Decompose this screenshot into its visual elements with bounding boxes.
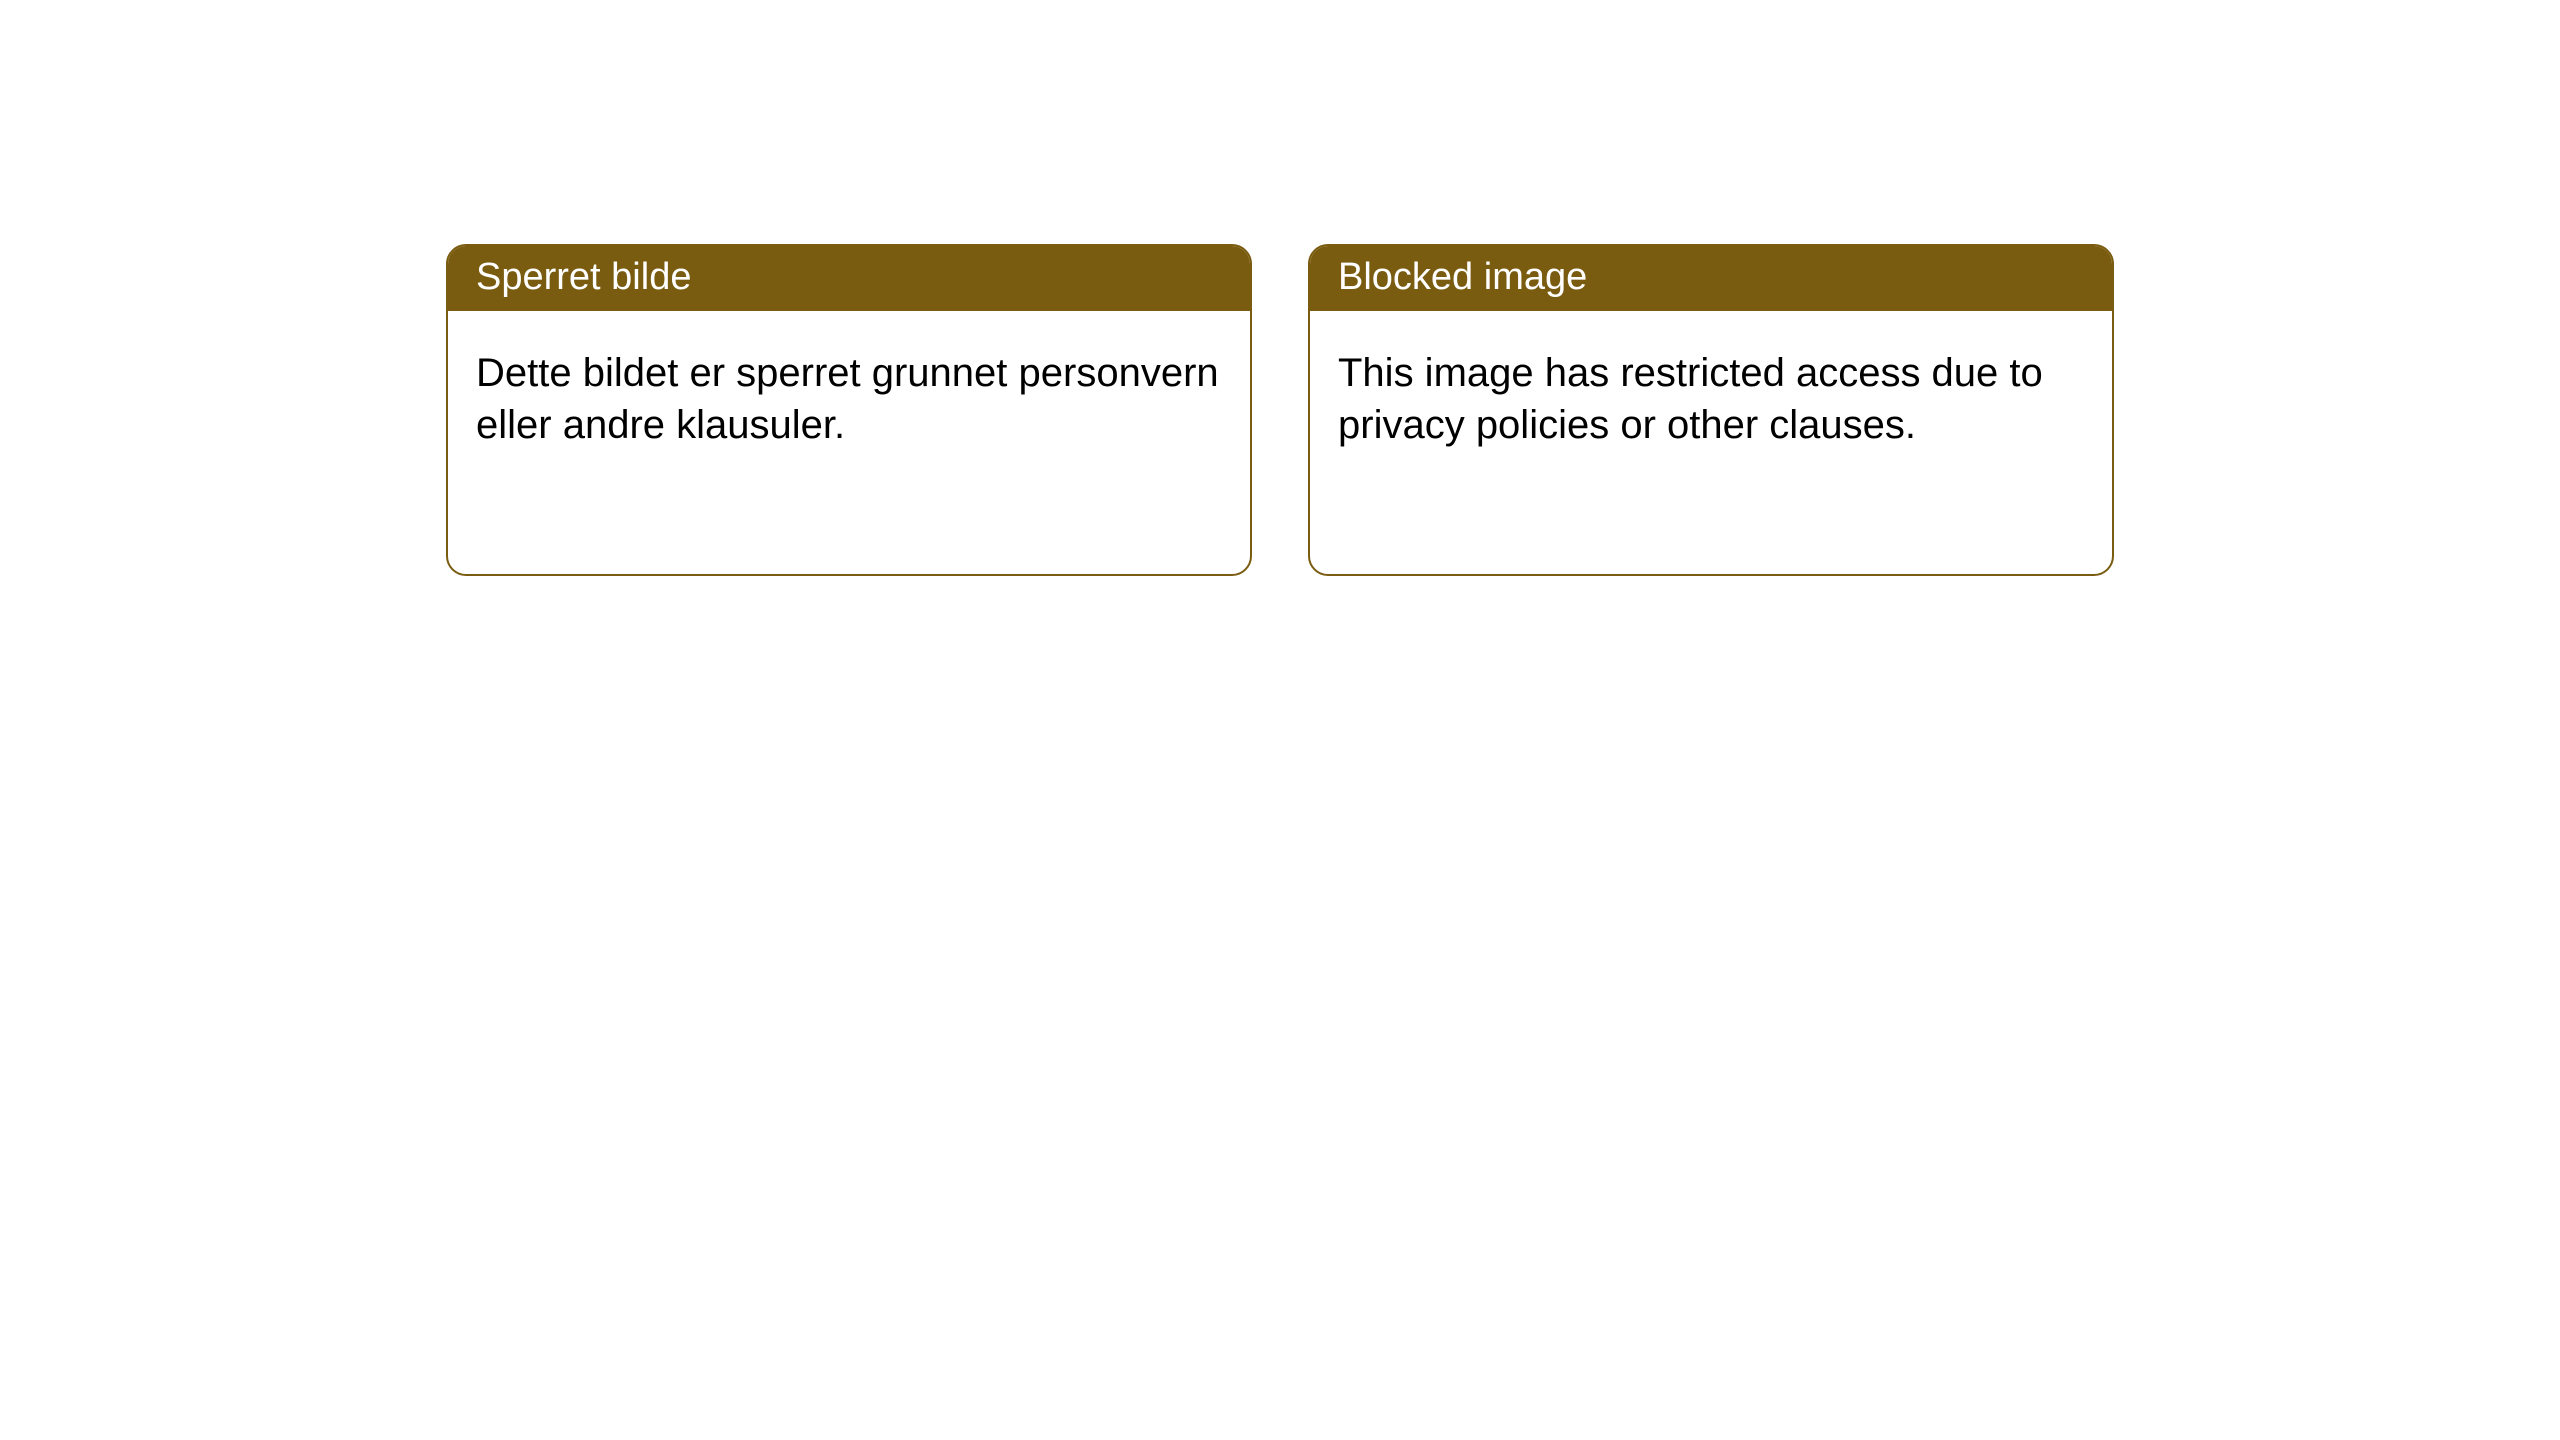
cards-container: Sperret bilde Dette bildet er sperret gr…	[0, 0, 2560, 576]
card-title-en: Blocked image	[1338, 256, 1587, 298]
card-header-en: Blocked image	[1310, 246, 2112, 311]
card-body-no: Dette bildet er sperret grunnet personve…	[448, 311, 1250, 487]
card-header-no: Sperret bilde	[448, 246, 1250, 311]
card-message-no: Dette bildet er sperret grunnet personve…	[476, 351, 1219, 447]
card-title-no: Sperret bilde	[476, 256, 691, 298]
blocked-image-card-no: Sperret bilde Dette bildet er sperret gr…	[446, 244, 1252, 576]
card-body-en: This image has restricted access due to …	[1310, 311, 2112, 487]
card-message-en: This image has restricted access due to …	[1338, 351, 2043, 447]
blocked-image-card-en: Blocked image This image has restricted …	[1308, 244, 2114, 576]
